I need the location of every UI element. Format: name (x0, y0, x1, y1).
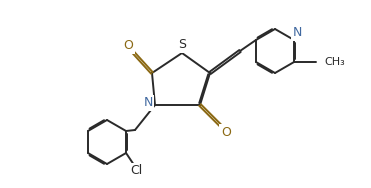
Text: N: N (143, 96, 153, 109)
Text: O: O (221, 126, 231, 139)
Text: Cl: Cl (130, 164, 142, 177)
Text: CH₃: CH₃ (324, 57, 345, 67)
Text: S: S (178, 39, 186, 52)
Text: O: O (123, 39, 133, 52)
Text: N: N (292, 27, 302, 39)
